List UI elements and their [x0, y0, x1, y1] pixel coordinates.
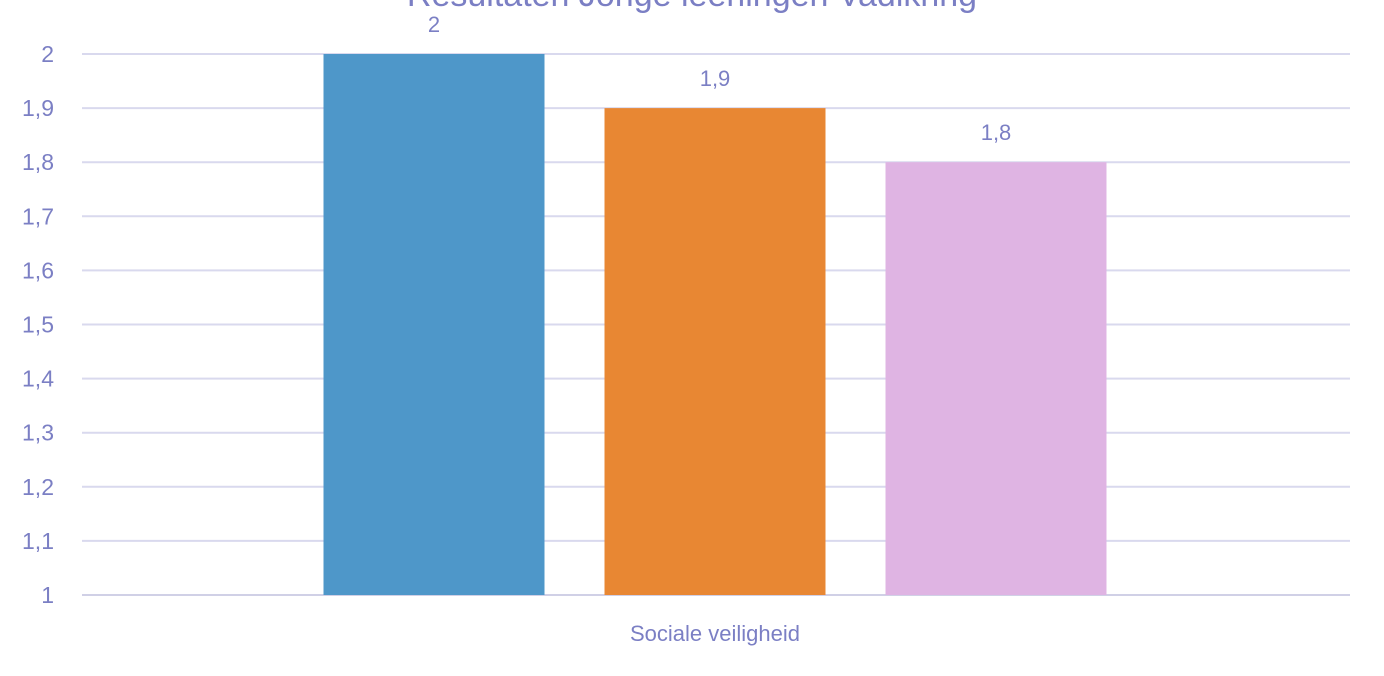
data-label: 1,9 [700, 66, 731, 91]
bar [604, 108, 826, 595]
y-tick-label: 1,9 [22, 95, 54, 121]
y-tick-label: 1,5 [22, 312, 54, 338]
data-label: 1,8 [981, 120, 1012, 145]
chart-title: Resultaten Jonge leerlingen Vadikring [407, 0, 977, 14]
data-label: 2 [428, 12, 440, 37]
y-tick-label: 1,1 [22, 528, 54, 554]
y-tick-label: 1,2 [22, 474, 54, 500]
y-tick-label: 1,4 [22, 366, 54, 392]
axes: 1 1,1 1,2 1,3 1,4 1,5 1,6 1,7 1,8 1,9 2 Sociale vei… [22, 41, 800, 646]
bars [323, 54, 1107, 595]
y-tick-label: 1,8 [22, 149, 54, 175]
y-tick-label: 2 [41, 41, 54, 67]
x-category-label: Sociale veiligheid [630, 621, 800, 646]
data-labels: 2 1,9 1,8 [428, 12, 1011, 145]
bar [885, 162, 1107, 595]
y-tick-label: 1,3 [22, 420, 54, 446]
bar [323, 54, 545, 595]
y-tick-label: 1,7 [22, 203, 54, 229]
y-tick-label: 1 [41, 582, 54, 608]
y-tick-label: 1,6 [22, 257, 54, 283]
